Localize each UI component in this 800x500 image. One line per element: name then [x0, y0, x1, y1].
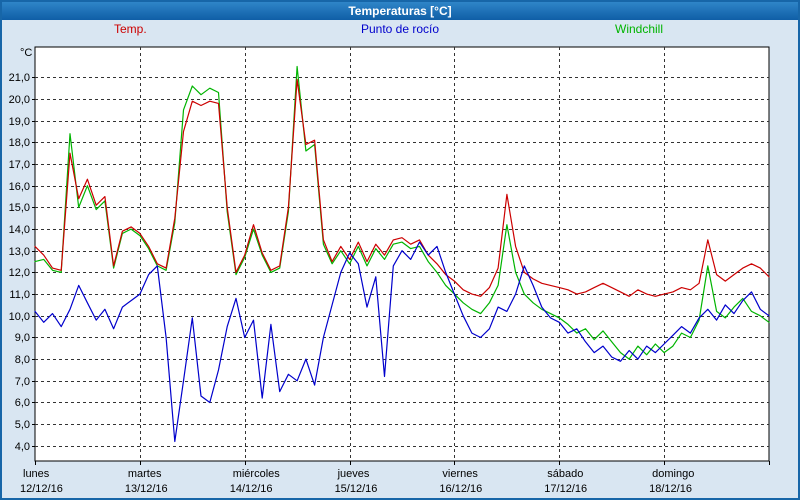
day-date-label: 16/12/16: [439, 483, 482, 495]
y-tick-label: 13,0: [9, 246, 30, 258]
temperature-chart: 4,0 5,0 6,0 7,0 8,0 9,0 10,0 11,0 12,0 13,0 14,0 15…: [9, 46, 770, 495]
day-date-label: 12/12/16: [20, 483, 63, 495]
window-title: Temperaturas [°C]: [348, 4, 452, 18]
y-tick-label: 5,0: [15, 419, 30, 431]
day-name-label: jueves: [337, 468, 370, 480]
y-tick-label: 14,0: [9, 224, 30, 236]
y-tick-label: 7,0: [15, 376, 30, 388]
plot-area: [34, 46, 770, 462]
legend-item-temp: Temp.: [114, 22, 147, 36]
y-tick-label: 19,0: [9, 116, 30, 128]
day-name-label: martes: [128, 468, 162, 480]
window-title-bar: Temperaturas [°C]: [2, 2, 798, 20]
day-date-label: 15/12/16: [335, 483, 378, 495]
series-line-temp: [34, 78, 770, 297]
day-name-label: domingo: [652, 468, 694, 480]
day-date-label: 18/12/16: [649, 483, 692, 495]
y-tick-label: 8,0: [15, 354, 30, 366]
day-date-label: 13/12/16: [125, 483, 168, 495]
y-tick-label: 21,0: [9, 72, 30, 84]
legend-item-windchill: Windchill: [615, 22, 664, 36]
y-axis-unit-label: °C: [20, 47, 32, 59]
day-name-label: viernes: [442, 468, 478, 480]
y-tick-label: 18,0: [9, 137, 30, 149]
series-line-dew-point: [34, 241, 770, 443]
chart-legend: Temp. Punto de rocío Windchill: [2, 22, 798, 40]
y-tick-label: 17,0: [9, 159, 30, 171]
y-tick-label: 4,0: [15, 441, 30, 453]
y-tick-label: 10,0: [9, 311, 30, 323]
y-tick-label: 16,0: [9, 181, 30, 193]
day-date-label: 17/12/16: [544, 483, 587, 495]
y-tick-label: 6,0: [15, 397, 30, 409]
y-tick-label: 9,0: [15, 332, 30, 344]
y-tick-label: 15,0: [9, 202, 30, 214]
day-name-label: miércoles: [233, 468, 281, 480]
y-tick-label: 20,0: [9, 94, 30, 106]
day-name-label: lunes: [23, 468, 50, 480]
y-tick-label: 11,0: [9, 289, 30, 301]
legend-item-dew-point: Punto de rocío: [360, 22, 440, 36]
y-tick-label: 12,0: [9, 267, 30, 279]
day-date-label: 14/12/16: [230, 483, 273, 495]
day-name-label: sábado: [547, 468, 583, 480]
